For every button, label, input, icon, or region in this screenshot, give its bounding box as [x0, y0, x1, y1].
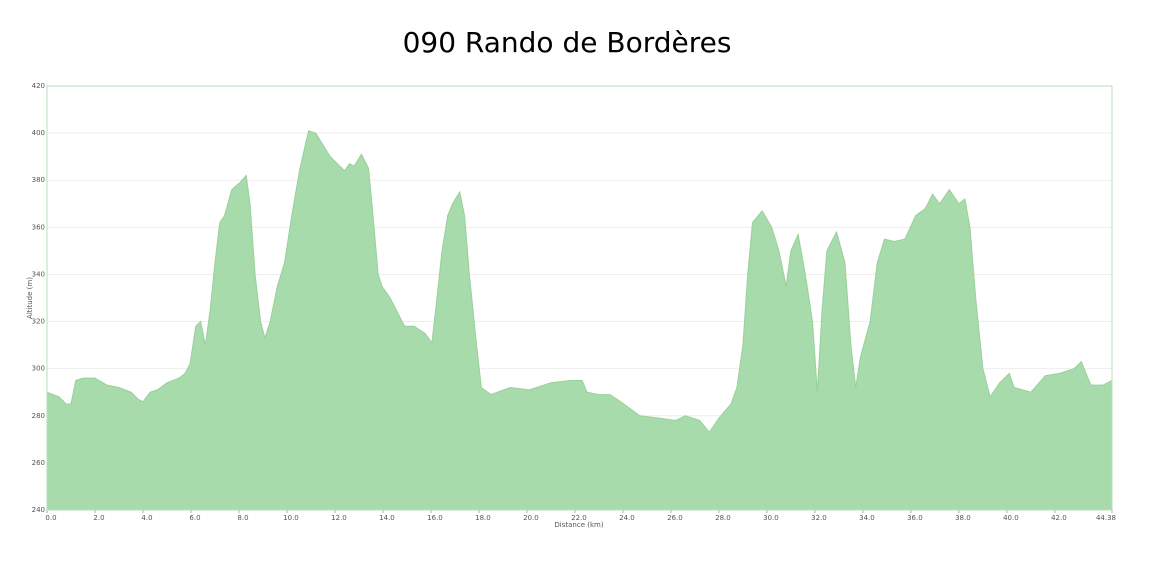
x-tick-label: 0.0 [45, 514, 56, 522]
x-tick-label: 42.0 [1051, 514, 1067, 522]
chart-title: 090 Rando de Bordères [403, 26, 732, 59]
x-tick-label: 18.0 [475, 514, 491, 522]
x-tick-label: 16.0 [427, 514, 443, 522]
y-tick-label: 420 [32, 82, 45, 90]
y-tick-label: 240 [32, 506, 45, 514]
elevation-area [46, 130, 1113, 511]
x-tick-label: 32.0 [811, 514, 827, 522]
x-tick-label: 2.0 [93, 514, 104, 522]
y-tick-label: 360 [32, 223, 45, 231]
x-tick-label: 6.0 [189, 514, 200, 522]
x-tick-label: 30.0 [763, 514, 779, 522]
x-tick-label: 36.0 [907, 514, 923, 522]
y-tick-label: 300 [32, 365, 45, 373]
x-tick-label: 8.0 [237, 514, 248, 522]
y-tick-label: 320 [32, 318, 45, 326]
x-tick-label: 4.0 [141, 514, 152, 522]
y-tick-label: 400 [32, 129, 45, 137]
x-tick-label: 10.0 [283, 514, 299, 522]
x-tick-label: 14.0 [379, 514, 395, 522]
x-tick-label: 24.0 [619, 514, 635, 522]
y-tick-label: 280 [32, 412, 45, 420]
x-tick-label: 34.0 [859, 514, 875, 522]
x-tick-label: 38.0 [955, 514, 971, 522]
x-tick-label: 20.0 [523, 514, 539, 522]
y-tick-label: 380 [32, 176, 45, 184]
x-tick-label: 40.0 [1003, 514, 1019, 522]
plot-border [46, 85, 1113, 511]
x-tick-label: 22.0 [571, 514, 587, 522]
y-axis-label: Altitude (m) [26, 277, 34, 319]
x-tick-label: 44.38 [1096, 514, 1116, 522]
x-tick-label: 26.0 [667, 514, 683, 522]
x-tick-label: 12.0 [331, 514, 347, 522]
x-tick-label: 28.0 [715, 514, 731, 522]
y-tick-label: 260 [32, 459, 45, 467]
x-axis-label: Distance (km) [554, 521, 603, 529]
y-tick-label: 340 [32, 270, 45, 278]
